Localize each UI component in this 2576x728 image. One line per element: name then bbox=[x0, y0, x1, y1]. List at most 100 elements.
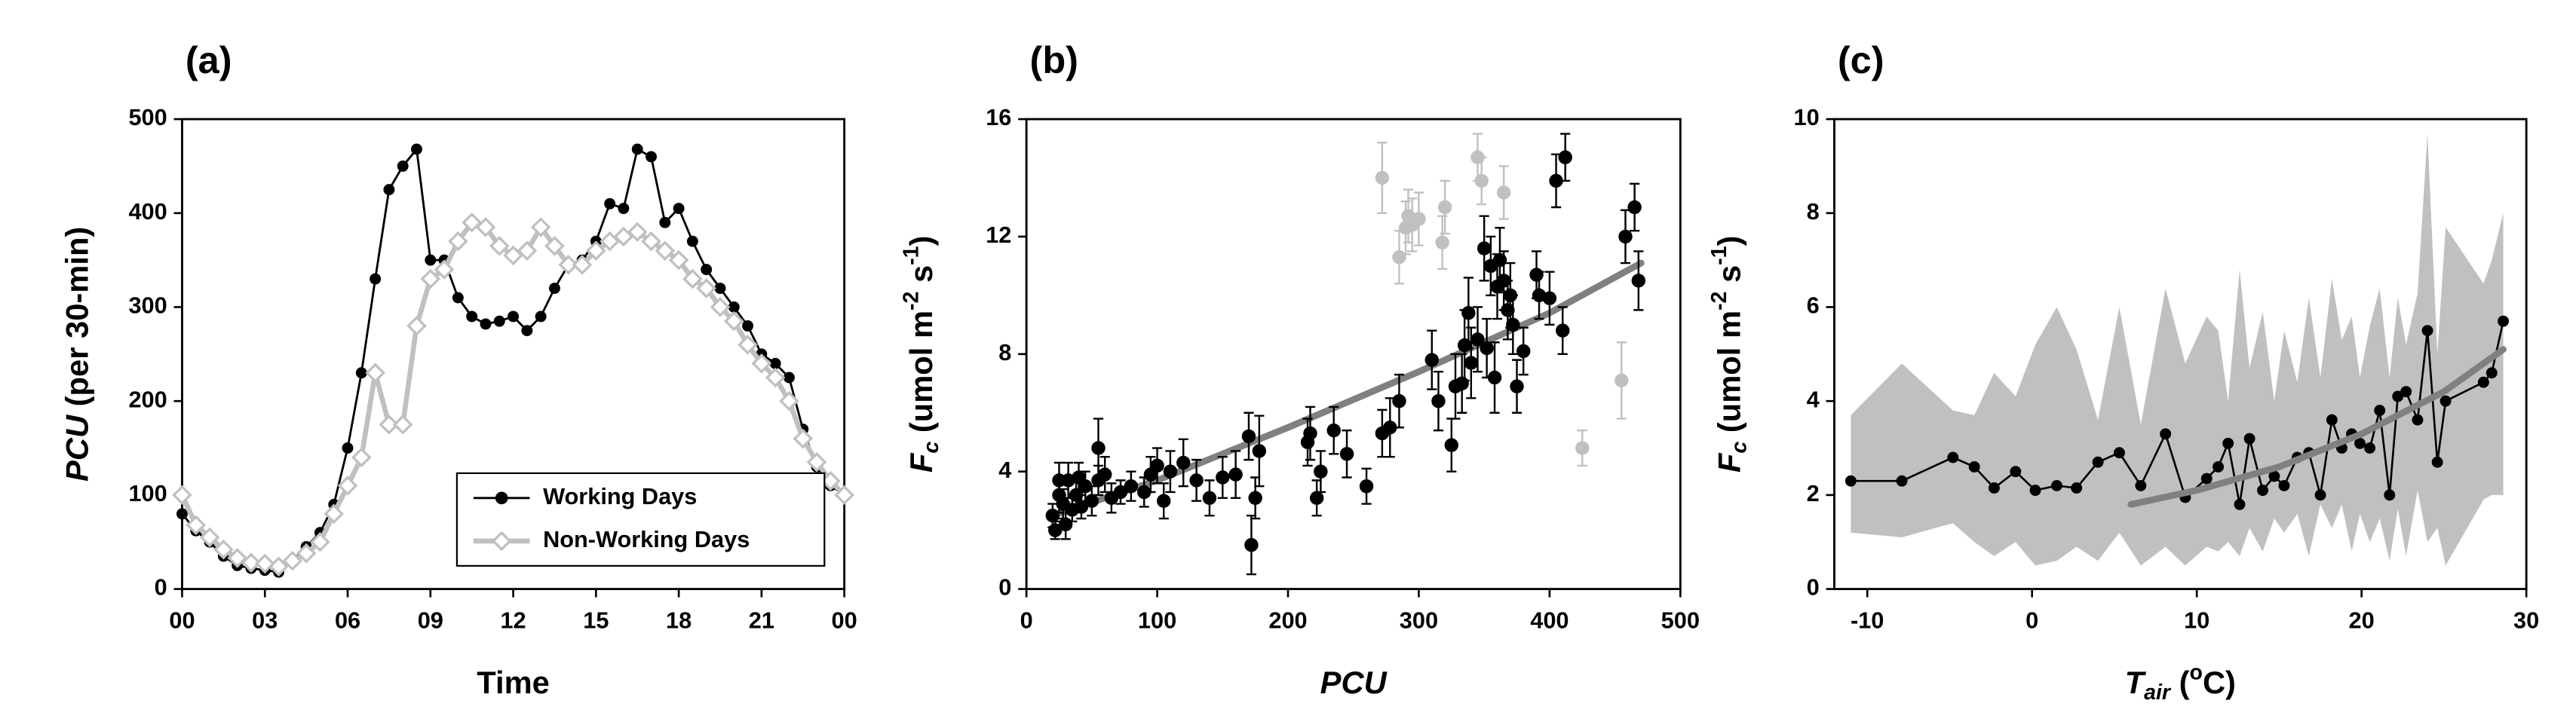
point bbox=[1244, 537, 1259, 552]
point bbox=[2234, 498, 2246, 510]
point bbox=[783, 372, 795, 384]
label-part: C) bbox=[2203, 665, 2236, 700]
point bbox=[2160, 428, 2172, 440]
point bbox=[1252, 444, 1267, 458]
point bbox=[544, 236, 565, 256]
y-axis-label: Fc (umol m-2 s-1) bbox=[899, 236, 943, 473]
point bbox=[806, 451, 827, 473]
point bbox=[282, 550, 303, 571]
point bbox=[2113, 447, 2125, 459]
point bbox=[1048, 523, 1063, 537]
point bbox=[2314, 489, 2326, 501]
point bbox=[641, 231, 661, 252]
y-tick-label: 400 bbox=[128, 198, 167, 225]
series-line bbox=[1049, 259, 1645, 519]
x-tick-label: 09 bbox=[418, 607, 443, 634]
panel-title: (c) bbox=[1838, 38, 1884, 81]
y-tick-label: 100 bbox=[128, 480, 167, 506]
point bbox=[186, 515, 207, 536]
legend-marker bbox=[495, 491, 508, 505]
label-part: -2 bbox=[899, 292, 923, 310]
point bbox=[1444, 438, 1459, 452]
point bbox=[1202, 491, 1217, 505]
label-part: ( bbox=[2170, 665, 2190, 700]
y-tick-label: 0 bbox=[155, 574, 167, 601]
x-tick-label: 30 bbox=[2513, 607, 2539, 634]
point bbox=[655, 240, 676, 261]
point bbox=[723, 310, 744, 332]
label-part: F bbox=[903, 452, 939, 473]
point bbox=[397, 160, 409, 172]
point bbox=[1058, 517, 1073, 532]
plot-frame bbox=[1025, 118, 1682, 590]
y-tick-label: 10 bbox=[1794, 104, 1820, 130]
point bbox=[1988, 482, 2000, 494]
point bbox=[2278, 479, 2290, 491]
label-part: o bbox=[2190, 660, 2203, 684]
point bbox=[1061, 473, 1075, 488]
point bbox=[2268, 470, 2280, 482]
point bbox=[1496, 274, 1511, 288]
point bbox=[668, 249, 689, 271]
point bbox=[1896, 475, 1908, 487]
point bbox=[1412, 212, 1426, 226]
point bbox=[586, 240, 606, 261]
point bbox=[434, 259, 455, 280]
point bbox=[489, 236, 510, 256]
point bbox=[268, 556, 289, 577]
point bbox=[2029, 485, 2041, 497]
y-tick-label: 200 bbox=[128, 386, 167, 412]
label-part: -2 bbox=[1707, 292, 1731, 310]
point bbox=[673, 203, 685, 215]
x-tick-label: 21 bbox=[749, 607, 774, 634]
point bbox=[738, 335, 758, 355]
point bbox=[310, 531, 330, 552]
y-tick-label: 300 bbox=[128, 292, 167, 319]
x-tick-label: 15 bbox=[583, 607, 609, 634]
y-tick-label: 12 bbox=[986, 222, 1011, 248]
label-part: -1 bbox=[1707, 246, 1731, 265]
point bbox=[1496, 185, 1511, 200]
point bbox=[1477, 241, 1492, 255]
point bbox=[1845, 475, 1857, 487]
point bbox=[2050, 479, 2062, 491]
y-axis-label: PCU (per 30-min) bbox=[59, 227, 94, 482]
point bbox=[1575, 441, 1590, 455]
point bbox=[2364, 442, 2376, 454]
y-tick-label: 4 bbox=[1807, 386, 1820, 412]
label-part: (umol m bbox=[903, 310, 939, 442]
point bbox=[1069, 488, 1084, 503]
y-tick-label: 2 bbox=[1807, 480, 1820, 506]
point bbox=[1113, 485, 1128, 500]
point bbox=[2486, 367, 2498, 379]
point bbox=[1947, 451, 1959, 463]
label-part: PCU bbox=[59, 414, 94, 482]
label-part: Time bbox=[477, 665, 550, 700]
point bbox=[213, 539, 234, 560]
point bbox=[1461, 306, 1476, 320]
label-part: -1 bbox=[899, 246, 923, 265]
point bbox=[1618, 229, 1633, 244]
point bbox=[765, 367, 786, 388]
point bbox=[2440, 395, 2452, 407]
label-part: (per 30-min) bbox=[59, 227, 94, 415]
point bbox=[1437, 200, 1452, 215]
point bbox=[1383, 421, 1397, 435]
x-tick-label: 18 bbox=[666, 607, 692, 634]
point bbox=[365, 362, 385, 384]
point bbox=[2431, 456, 2443, 468]
label-part: air bbox=[2144, 680, 2172, 704]
point bbox=[1457, 338, 1472, 353]
point bbox=[1464, 356, 1479, 370]
point bbox=[2071, 482, 2083, 494]
y-tick-label: 4 bbox=[998, 457, 1011, 483]
point bbox=[508, 310, 520, 323]
point bbox=[2374, 405, 2386, 417]
y-tick-label: 8 bbox=[1807, 198, 1820, 225]
point bbox=[1150, 458, 1164, 473]
point bbox=[1492, 252, 1507, 268]
x-tick-label: 12 bbox=[500, 607, 526, 634]
point bbox=[1163, 464, 1178, 479]
point bbox=[714, 283, 726, 295]
point bbox=[1091, 441, 1106, 455]
